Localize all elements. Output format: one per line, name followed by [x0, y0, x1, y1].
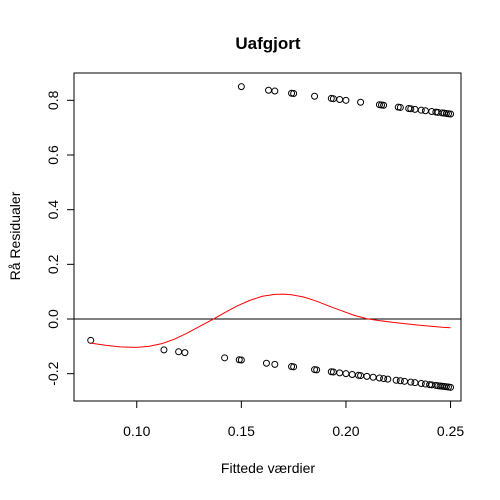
data-point [417, 106, 425, 114]
y-tick-label: 0.8 [45, 90, 61, 110]
data-point [290, 363, 298, 371]
data-point [175, 348, 183, 356]
data-point [271, 87, 279, 95]
axis-ticks: 0.10 0.15 0.20 0.25 -0.2 0.0 0.2 0.4 0.6 0.8 [45, 90, 464, 439]
x-tick-label: 0.20 [332, 423, 359, 439]
data-point [396, 377, 404, 385]
data-point [87, 336, 95, 344]
y-axis-label: Rå Residualer [7, 191, 23, 280]
data-point [375, 374, 383, 382]
y-tick-label: 0.6 [45, 145, 61, 165]
data-point [336, 369, 344, 377]
data-point [447, 383, 455, 391]
data-point [407, 105, 415, 113]
x-tick-label: 0.15 [228, 423, 255, 439]
data-point [411, 105, 419, 113]
x-axis-label: Fittede værdier [221, 460, 315, 476]
data-point [313, 366, 321, 374]
y-tick-label: -0.2 [45, 361, 61, 385]
data-point [348, 370, 356, 378]
data-point [380, 101, 388, 109]
data-point [342, 370, 350, 378]
data-point [271, 360, 279, 368]
y-tick-label: 0.4 [45, 200, 61, 220]
data-point [237, 356, 245, 364]
data-point [342, 96, 350, 104]
chart-title: Uafgjort [235, 34, 301, 53]
data-point [237, 83, 245, 91]
data-point [336, 96, 344, 104]
data-point [265, 86, 273, 94]
x-tick-label: 0.10 [123, 423, 150, 439]
data-point [384, 375, 392, 383]
y-tick-label: 0.0 [45, 309, 61, 329]
data-point [401, 377, 409, 385]
smooth-curve [90, 293, 451, 348]
data-point [262, 359, 270, 367]
data-point [160, 346, 168, 354]
data-point [221, 354, 229, 362]
data-point [392, 376, 400, 384]
data-point [369, 373, 377, 381]
plot-frame [73, 72, 462, 402]
data-point [417, 380, 425, 388]
x-tick-label: 0.25 [437, 423, 464, 439]
data-point [411, 379, 419, 387]
data-point [380, 375, 388, 383]
y-tick-label: 0.2 [45, 254, 61, 274]
data-point [396, 103, 404, 111]
data-point [407, 378, 415, 386]
data-point [290, 90, 298, 97]
data-point [311, 92, 319, 100]
data-point [421, 107, 429, 115]
plot-area [73, 72, 462, 402]
data-point [363, 372, 371, 380]
data-point [181, 349, 189, 357]
data-point [447, 110, 455, 118]
data-point [357, 98, 365, 106]
